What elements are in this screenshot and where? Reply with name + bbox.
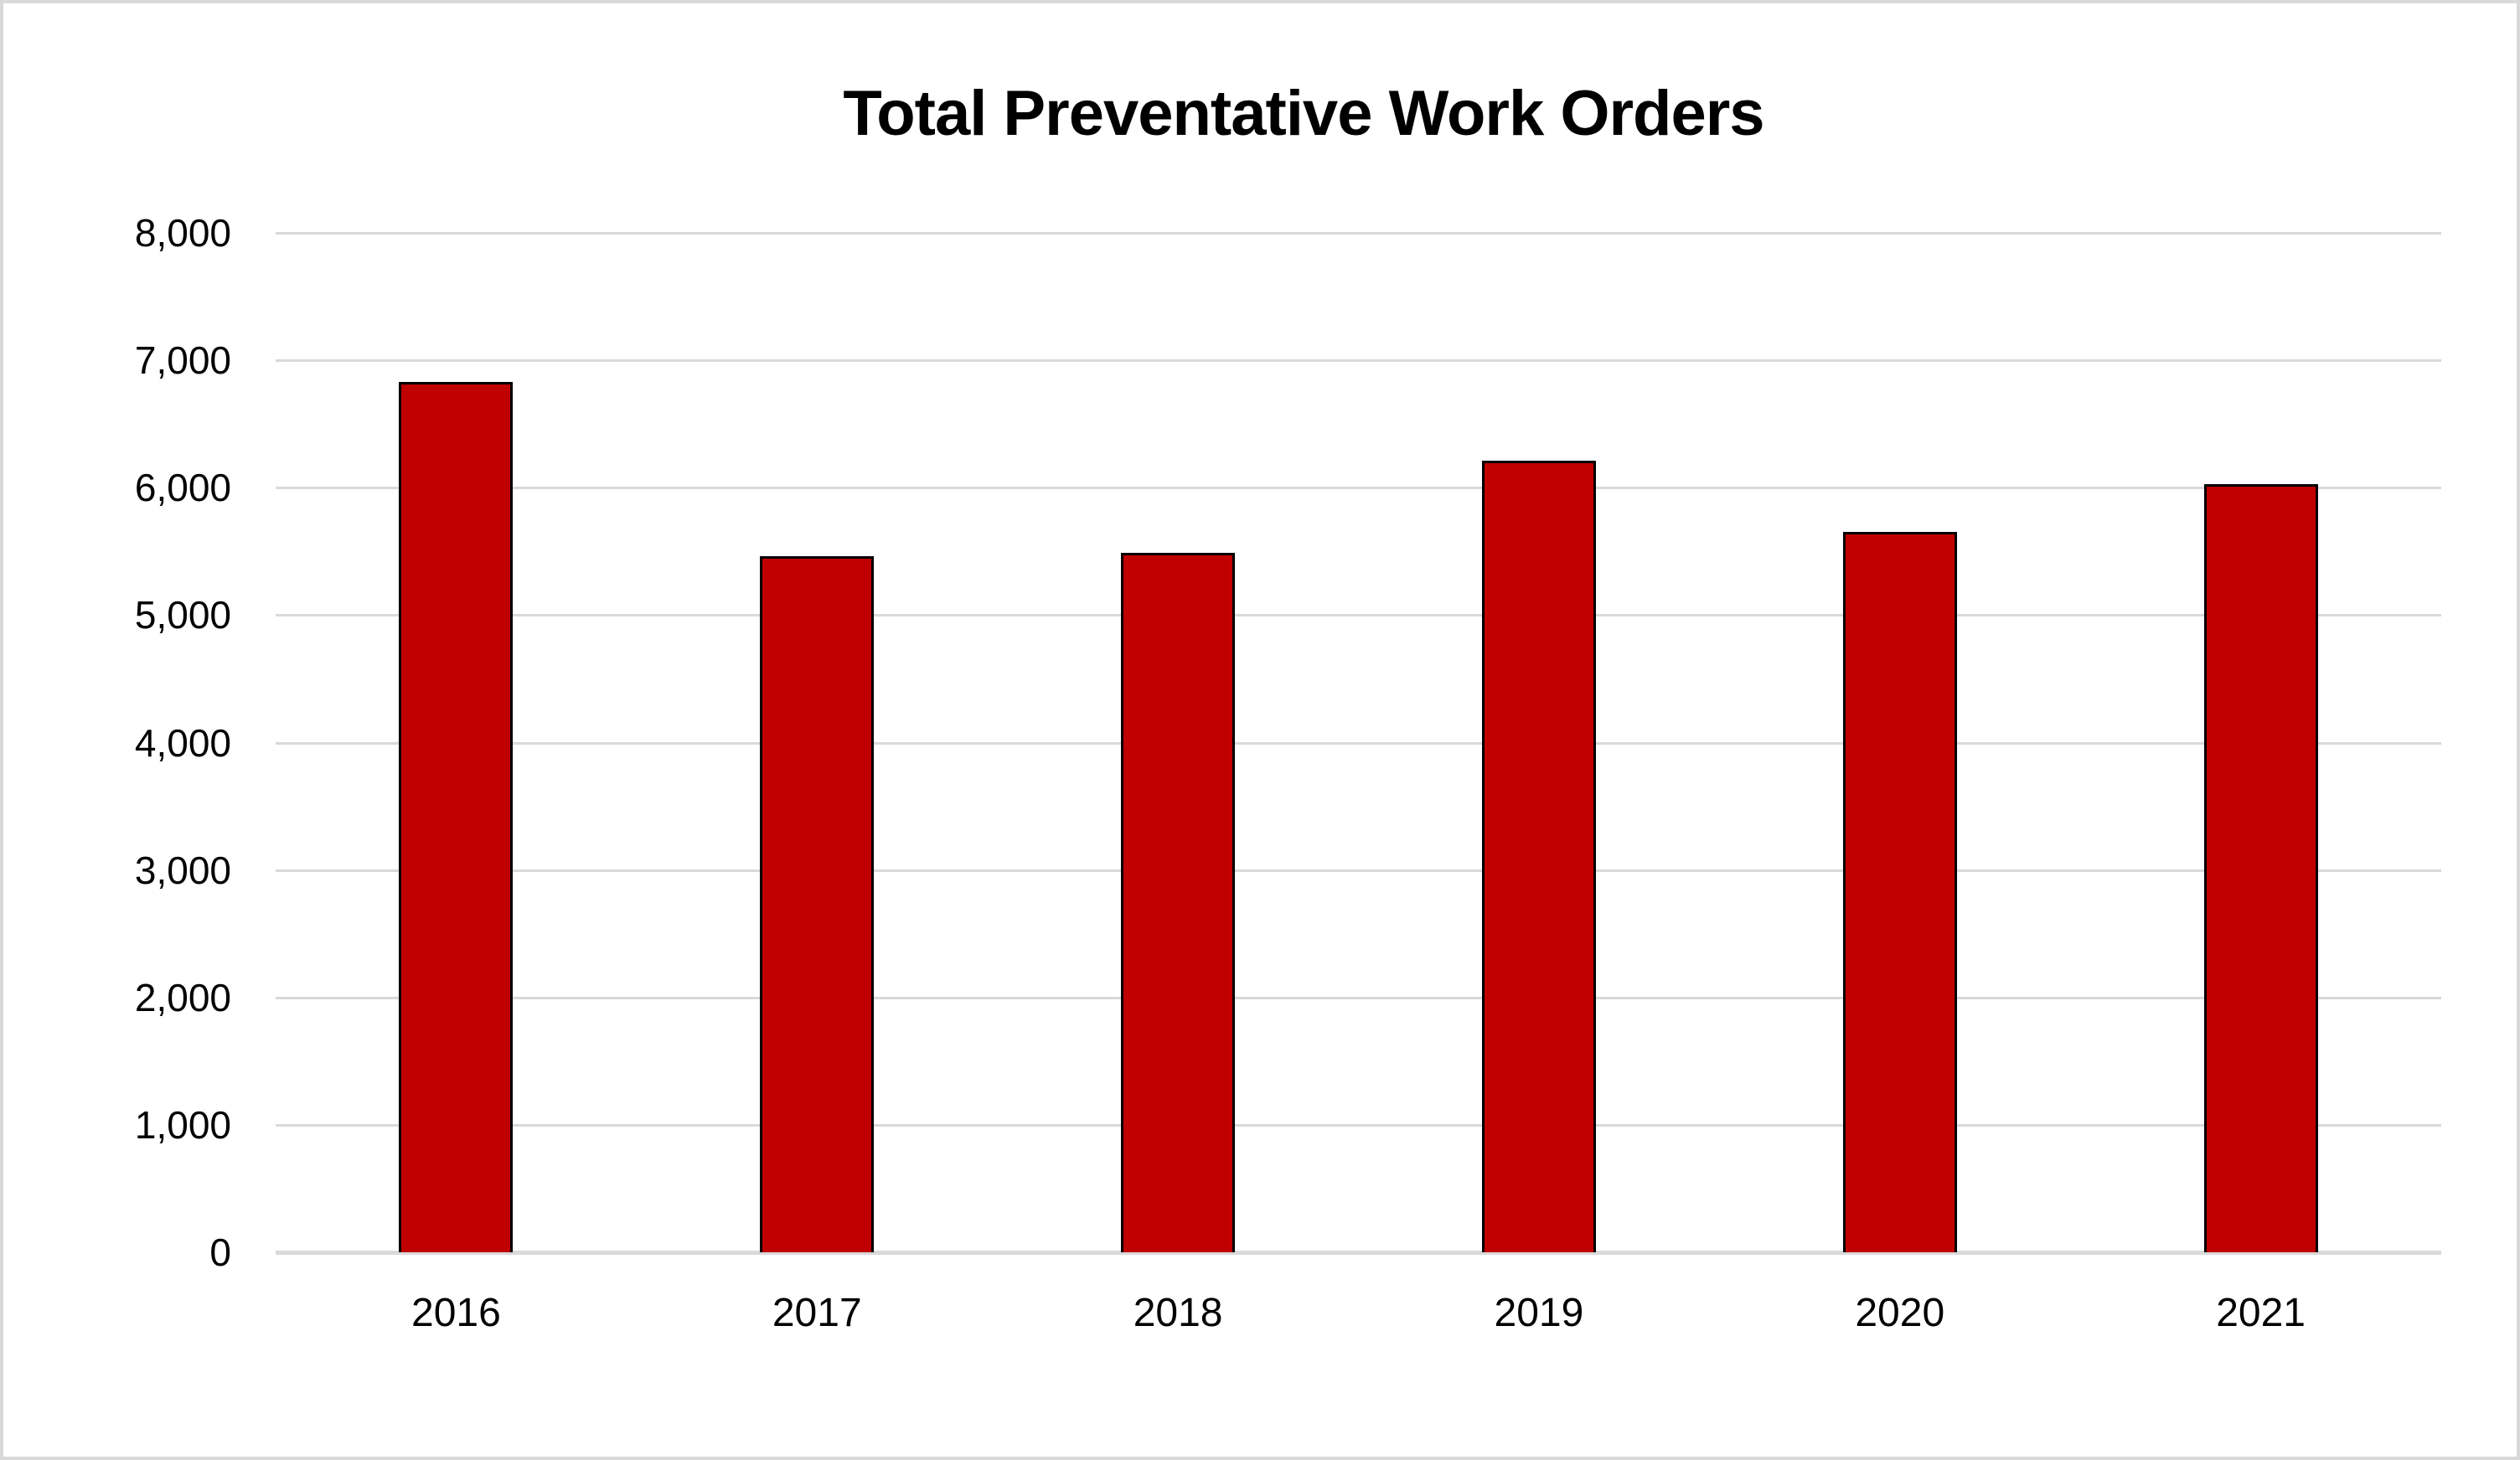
x-tick-label: 2018 [1133,1291,1223,1335]
y-tick-label: 3,000 [134,848,231,892]
y-tick-label: 8,000 [134,211,231,255]
x-tick-label: 2021 [2216,1291,2306,1335]
gridline [276,614,2441,617]
gridline [276,869,2441,872]
y-tick-label: 2,000 [134,975,231,1019]
x-axis-line [276,1251,2441,1255]
x-tick-label: 2017 [772,1291,862,1335]
y-tick-label: 4,000 [134,720,231,765]
x-tick-label: 2016 [411,1291,501,1335]
bar-2017 [760,556,875,1252]
gridline [276,741,2441,745]
y-tick-label: 7,000 [134,338,231,383]
x-tick-label: 2020 [1855,1291,1945,1335]
bar-2016 [399,381,514,1252]
y-tick-label: 0 [209,1230,231,1274]
bar-2020 [1842,532,1957,1252]
bar-2021 [2203,483,2318,1252]
y-tick-label: 5,000 [134,593,231,637]
gridline [276,232,2441,235]
y-tick-label: 1,000 [134,1102,231,1147]
x-tick-label: 2019 [1494,1291,1584,1335]
bar-2019 [1481,461,1596,1252]
gridline [276,1123,2441,1127]
gridline [276,487,2441,490]
gridline [276,359,2441,363]
gridline [276,996,2441,999]
chart-title: Total Preventative Work Orders [843,78,1764,149]
y-tick-label: 6,000 [134,466,231,510]
bar-2018 [1121,552,1236,1252]
